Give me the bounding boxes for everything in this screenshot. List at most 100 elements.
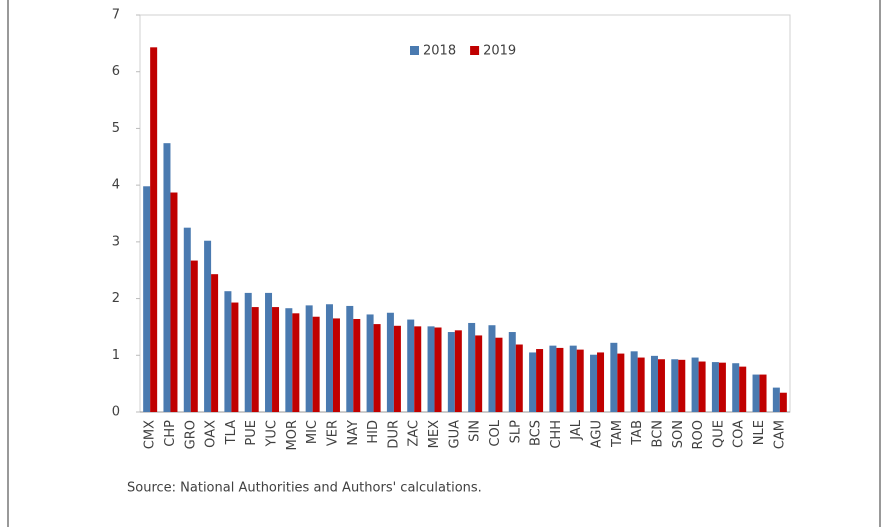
bar	[779, 392, 787, 412]
bar	[590, 354, 598, 412]
x-tick-label: ROO	[691, 420, 706, 450]
bar	[508, 332, 516, 412]
bar	[244, 292, 252, 412]
bar	[468, 322, 476, 412]
x-tick-label: QUE	[711, 420, 726, 448]
x-tick-label: NAY	[346, 420, 361, 446]
bar	[190, 260, 198, 412]
bar	[150, 47, 158, 412]
legend-swatch	[410, 46, 419, 55]
bar	[711, 362, 719, 412]
y-tick-label: 6	[112, 64, 120, 79]
bar	[183, 227, 191, 412]
y-tick-label: 2	[112, 291, 120, 306]
bar	[536, 349, 544, 412]
bar	[698, 361, 706, 412]
x-tick-label: AGU	[590, 420, 605, 448]
x-tick-label: COA	[732, 420, 747, 448]
bar	[407, 319, 415, 412]
bar	[251, 307, 259, 412]
x-tick-label: CHP	[163, 420, 178, 447]
x-tick-label: CHH	[549, 420, 564, 449]
bar	[549, 345, 557, 412]
bar	[752, 374, 760, 412]
bar	[576, 349, 584, 412]
x-tick-label: ZAC	[407, 420, 422, 447]
bar	[292, 313, 300, 412]
bar	[386, 312, 394, 412]
bar	[163, 143, 171, 412]
x-tick-label: MOR	[285, 420, 300, 450]
bar	[495, 337, 503, 412]
bar	[454, 330, 462, 412]
bar	[630, 351, 638, 412]
bar	[366, 314, 374, 412]
bar	[617, 353, 625, 412]
y-tick-label: 7	[112, 8, 120, 23]
bar	[332, 318, 340, 412]
bar	[569, 345, 577, 412]
bar	[143, 186, 151, 412]
bar	[739, 366, 747, 412]
bar	[671, 359, 679, 412]
x-tick-label: GRO	[183, 420, 198, 449]
x-tick-label: NLE	[752, 420, 767, 445]
y-tick-label: 4	[112, 178, 120, 193]
bar	[373, 324, 381, 412]
bar	[529, 352, 537, 412]
bar	[265, 292, 273, 412]
bar	[772, 387, 780, 412]
bar	[610, 342, 618, 412]
bar	[346, 305, 354, 412]
bar	[272, 307, 280, 412]
bar	[475, 335, 483, 412]
bar	[434, 327, 442, 412]
x-tick-label: BCS	[529, 420, 544, 446]
bar	[305, 305, 313, 412]
x-tick-label: DUR	[386, 420, 401, 449]
x-tick-label: JAL	[569, 419, 584, 440]
x-tick-label: MEX	[427, 420, 442, 448]
x-tick-label: SON	[671, 420, 686, 448]
x-tick-label: TAM	[610, 420, 625, 448]
bar	[204, 240, 212, 412]
x-tick-label: BCN	[650, 420, 665, 448]
bar	[678, 359, 686, 412]
bar	[427, 326, 435, 412]
bar	[637, 357, 645, 412]
x-tick-label: SLP	[508, 420, 523, 443]
x-tick-label: COL	[488, 419, 503, 446]
x-tick-label: HID	[366, 420, 381, 444]
bar	[759, 374, 767, 412]
bar	[353, 318, 361, 412]
bar	[393, 325, 401, 412]
x-tick-label: CMX	[143, 420, 158, 449]
bar	[325, 304, 333, 412]
x-tick-label: SIN	[468, 420, 483, 442]
bar	[650, 355, 658, 412]
bar	[224, 291, 232, 412]
x-tick-label: MIC	[305, 420, 320, 444]
x-tick-label: YUC	[265, 420, 280, 448]
y-tick-label: 5	[112, 121, 120, 136]
bar	[691, 357, 699, 412]
x-tick-label: GUA	[447, 420, 462, 449]
x-tick-label: CAM	[772, 420, 787, 449]
bar	[718, 362, 726, 412]
bar	[170, 192, 178, 412]
bar	[231, 302, 239, 412]
x-tick-label: PUE	[244, 420, 259, 446]
bar	[515, 344, 523, 412]
x-tick-label: TLA	[224, 420, 239, 445]
bar	[556, 347, 564, 412]
bar	[597, 352, 605, 412]
x-tick-label: OAX	[204, 420, 219, 448]
bar	[285, 308, 293, 412]
y-tick-label: 0	[112, 405, 120, 420]
y-tick-label: 1	[112, 348, 120, 363]
source-note: Source: National Authorities and Authors…	[127, 481, 482, 496]
bar	[732, 363, 740, 412]
y-tick-label: 3	[112, 234, 120, 249]
bar	[211, 274, 219, 412]
